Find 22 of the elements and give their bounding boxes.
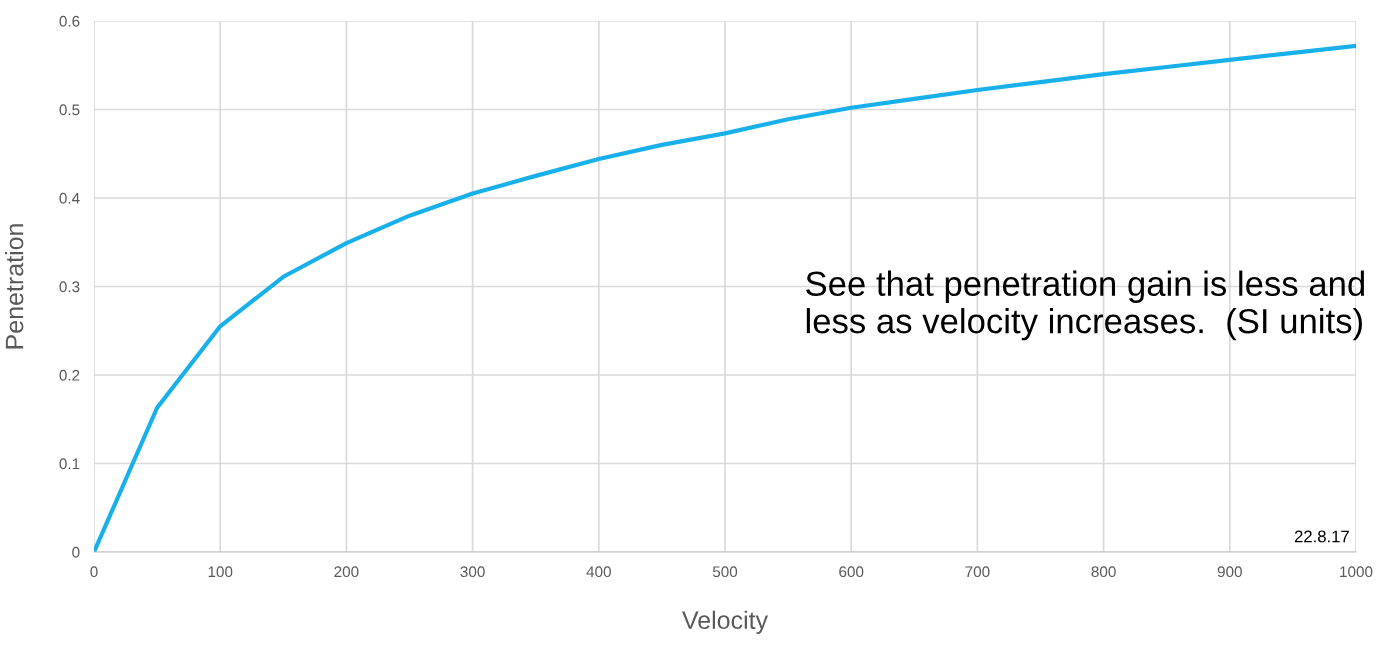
y-tick-label: 0.4 xyxy=(59,192,80,204)
x-tick-label: 800 xyxy=(1091,566,1116,578)
y-tick-label: 0.5 xyxy=(59,104,80,116)
y-tick-label: 0.1 xyxy=(59,458,80,470)
y-tick-label: 0.2 xyxy=(59,369,80,381)
x-tick-label: 500 xyxy=(712,566,738,578)
x-tick-label: 1000 xyxy=(1340,566,1373,578)
x-tick-label: 700 xyxy=(965,566,990,578)
y-axis-title: Penetration xyxy=(5,224,24,349)
x-tick-label: 400 xyxy=(586,566,611,578)
annotation: See that penetration gain is less and less as velocity increases. (SI units) xyxy=(806,270,1364,341)
y-tick-label: 0.3 xyxy=(59,281,80,293)
x-tick-label: 100 xyxy=(208,566,233,578)
x-tick-label: 900 xyxy=(1217,566,1242,578)
y-tick-label: 0 xyxy=(72,546,80,558)
x-axis-title: Velocity xyxy=(682,610,769,634)
annotation: 22.8.17 xyxy=(1294,530,1349,543)
y-tick-label: 0.6 xyxy=(59,15,80,27)
x-tick-label: 0 xyxy=(90,566,98,578)
x-tick-label: 200 xyxy=(334,566,359,578)
x-tick-label: 600 xyxy=(839,566,864,578)
x-tick-label: 300 xyxy=(460,566,485,578)
